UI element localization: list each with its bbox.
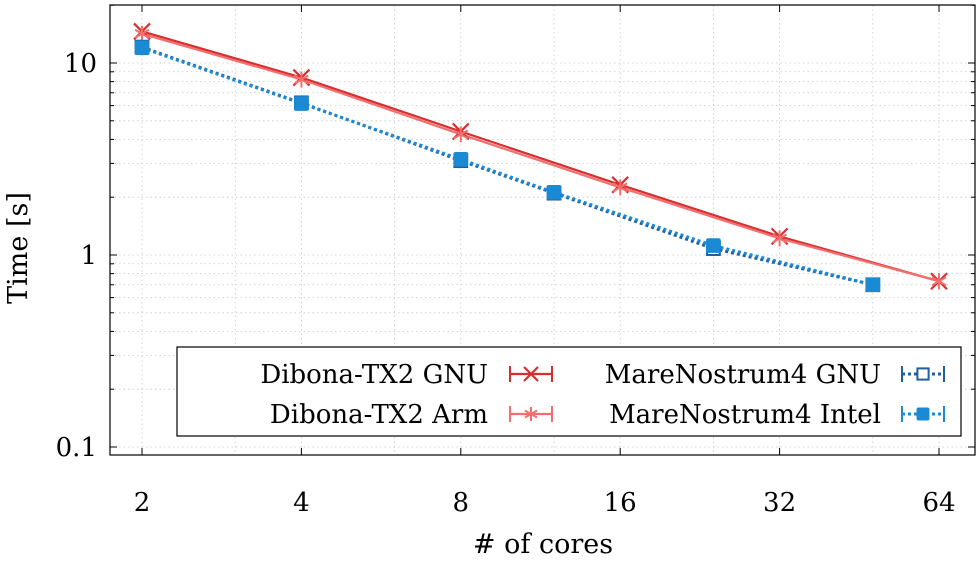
y-axis-label: Time [s] bbox=[3, 192, 34, 304]
data-point-s1 bbox=[612, 179, 628, 196]
legend-marker bbox=[524, 407, 538, 421]
marker-square bbox=[453, 152, 469, 167]
series-markers bbox=[133, 22, 948, 293]
marker-square bbox=[865, 277, 881, 293]
x-tick-label: 8 bbox=[453, 488, 470, 518]
marker-square bbox=[546, 185, 562, 200]
marker-stroke bbox=[931, 276, 947, 287]
legend-box bbox=[176, 346, 962, 437]
marker-stroke bbox=[612, 182, 628, 193]
marker-stroke bbox=[523, 366, 539, 382]
marker-square bbox=[294, 96, 309, 111]
legend-label: MareNostrum4 Intel bbox=[609, 400, 881, 430]
marker-stroke bbox=[134, 28, 150, 39]
marker-stroke bbox=[772, 233, 788, 244]
data-point-s3 bbox=[865, 277, 881, 293]
data-point-s1 bbox=[134, 25, 150, 42]
axis-ticks: 2 4 8 16 32 64 0.1 1 10 bbox=[56, 4, 975, 518]
data-point-s3 bbox=[294, 96, 309, 111]
legend-label: Dibona-TX2 Arm bbox=[270, 400, 488, 430]
x-axis-label: # of cores bbox=[473, 529, 613, 560]
legend-marker bbox=[916, 407, 930, 421]
data-point-s3 bbox=[706, 238, 721, 253]
x-tick-label: 4 bbox=[293, 488, 310, 518]
marker-square bbox=[916, 367, 930, 381]
series-line-3 bbox=[141, 46, 874, 287]
x-tick-label: 64 bbox=[922, 488, 955, 518]
marker-square bbox=[134, 40, 150, 56]
marker-stroke bbox=[524, 409, 538, 419]
series-line-0 bbox=[141, 30, 940, 283]
x-tick-label: 32 bbox=[763, 488, 796, 518]
data-point-s3 bbox=[453, 152, 469, 167]
marker-stroke bbox=[293, 74, 309, 85]
x-tick-label: 16 bbox=[604, 488, 637, 518]
data-point-s1 bbox=[293, 71, 309, 88]
legend-marker bbox=[916, 367, 930, 381]
y-tick-label: 10 bbox=[64, 49, 97, 79]
legend: Dibona-TX2 GNU MareNostrum4 GNU Dibona-TX2… bbox=[176, 346, 962, 437]
series-lines bbox=[141, 30, 940, 287]
data-point-s1 bbox=[931, 273, 947, 290]
legend-label: MareNostrum4 GNU bbox=[605, 360, 881, 390]
marker-square bbox=[706, 238, 721, 253]
data-point-s1 bbox=[772, 230, 788, 247]
plot-frame bbox=[109, 4, 976, 456]
series-line-1 bbox=[141, 32, 940, 283]
data-point-s3 bbox=[134, 40, 150, 56]
x-tick-label: 2 bbox=[134, 488, 151, 518]
marker-square bbox=[916, 407, 930, 421]
legend-marker bbox=[523, 366, 539, 382]
data-point-s1 bbox=[453, 126, 469, 143]
y-tick-label: 1 bbox=[80, 241, 97, 271]
data-point-s3 bbox=[546, 185, 562, 200]
series-line-2 bbox=[141, 45, 874, 287]
y-tick-label: 0.1 bbox=[56, 433, 97, 463]
legend-label: Dibona-TX2 GNU bbox=[260, 360, 488, 390]
marker-stroke bbox=[453, 129, 469, 140]
